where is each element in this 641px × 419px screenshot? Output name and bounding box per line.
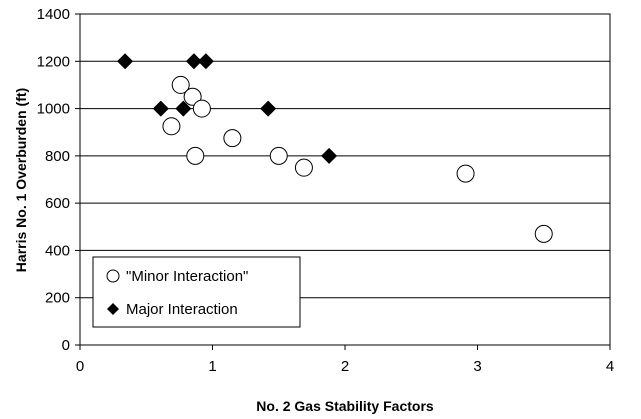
minor-interaction-point bbox=[171, 75, 190, 94]
x-tick-label: 3 bbox=[473, 358, 481, 375]
y-axis-ticks: 0 200 400 600 800 1000 1200 1400 bbox=[37, 6, 80, 354]
legend: "Minor Interaction" Major Interaction bbox=[92, 256, 301, 328]
legend-box bbox=[92, 256, 301, 328]
legend-label-minor: "Minor Interaction" bbox=[126, 268, 248, 285]
minor-interaction-point bbox=[294, 158, 313, 177]
y-tick-label: 200 bbox=[45, 290, 70, 307]
major-interaction-point bbox=[185, 53, 202, 70]
x-axis-title: No. 2 Gas Stability Factors bbox=[256, 398, 434, 414]
minor-interaction-point bbox=[456, 164, 475, 183]
minor-interaction-point bbox=[162, 117, 181, 136]
minor-interaction-point bbox=[192, 99, 211, 118]
x-axis-ticks: 0 1 2 3 4 bbox=[76, 345, 614, 375]
data-points bbox=[117, 53, 553, 243]
major-interaction-point bbox=[321, 147, 338, 164]
major-interaction-point bbox=[197, 53, 214, 70]
y-tick-label: 1000 bbox=[37, 101, 70, 118]
legend-marker-minor bbox=[106, 269, 120, 283]
y-tick-label: 800 bbox=[45, 148, 70, 165]
legend-marker-major bbox=[107, 303, 119, 315]
minor-interaction-point bbox=[183, 87, 202, 106]
y-tick-label: 400 bbox=[45, 242, 70, 259]
x-tick-label: 2 bbox=[341, 358, 349, 375]
y-tick-label: 1200 bbox=[37, 53, 70, 70]
minor-interaction-point bbox=[186, 146, 205, 165]
y-tick-label: 1400 bbox=[37, 6, 70, 23]
minor-interaction-point bbox=[223, 129, 242, 148]
y-axis-title: Harris No. 1 Overburden (ft) bbox=[13, 88, 29, 272]
y-tick-label: 600 bbox=[45, 195, 70, 212]
minor-interaction-point bbox=[534, 224, 553, 243]
major-interaction-point bbox=[117, 53, 134, 70]
minor-interaction-point bbox=[269, 146, 288, 165]
major-interaction-point bbox=[152, 100, 169, 117]
y-tick-label: 0 bbox=[62, 337, 70, 354]
x-tick-label: 1 bbox=[208, 358, 216, 375]
major-interaction-point bbox=[260, 100, 277, 117]
x-tick-label: 4 bbox=[606, 358, 614, 375]
legend-label-major: Major Interaction bbox=[126, 301, 238, 318]
x-tick-label: 0 bbox=[76, 358, 84, 375]
major-interaction-point bbox=[175, 100, 192, 117]
